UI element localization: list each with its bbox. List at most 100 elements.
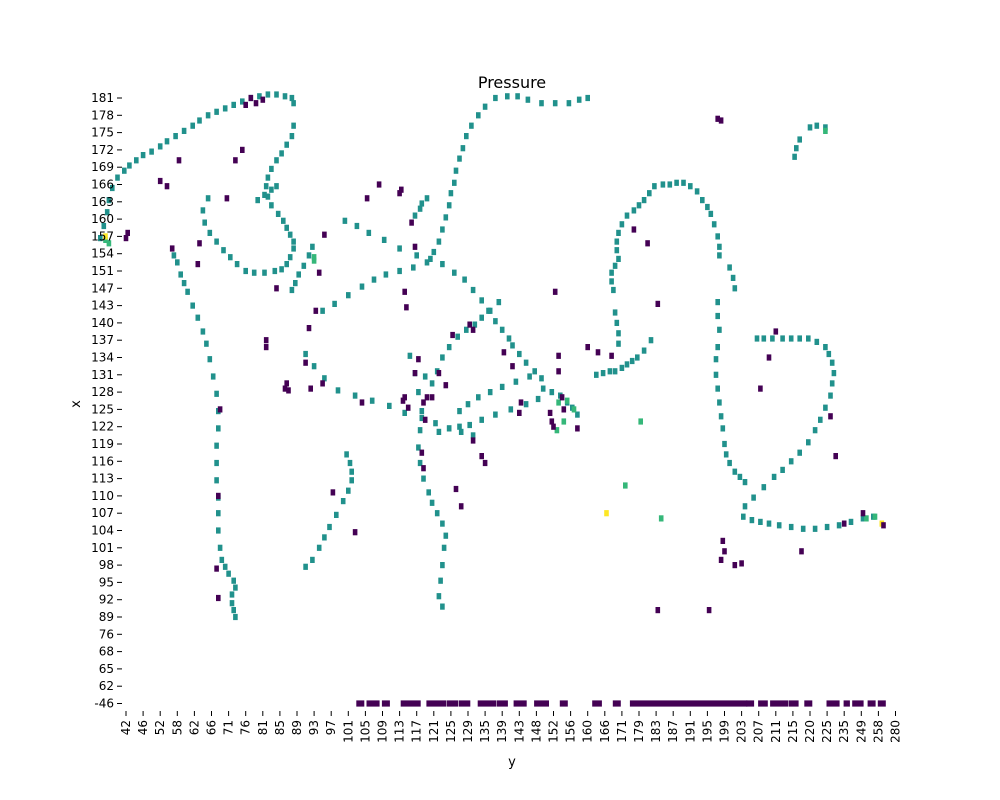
heatmap-cell xyxy=(201,207,206,213)
heatmap-cell xyxy=(780,467,785,473)
heatmap-cell xyxy=(488,308,493,314)
heatmap-cell xyxy=(466,401,471,407)
heatmap-cell xyxy=(197,240,202,246)
heatmap-cell xyxy=(411,264,416,270)
heatmap-cell xyxy=(230,591,235,597)
heatmap-cell xyxy=(777,522,782,528)
heatmap-cell xyxy=(421,476,426,482)
heatmap-cell xyxy=(384,271,389,277)
x-tick-label: 85 xyxy=(273,720,287,735)
heatmap-cell xyxy=(507,335,512,341)
heatmap-cell xyxy=(709,211,714,217)
heatmap-cell xyxy=(467,422,472,428)
x-tick-label: 187 xyxy=(666,720,680,743)
x-tick-label: 81 xyxy=(256,720,270,735)
heatmap-cell xyxy=(562,418,567,424)
heatmap-cell xyxy=(416,389,421,395)
heatmap-cell xyxy=(440,226,445,232)
heatmap-cell xyxy=(828,413,833,419)
heatmap-cell xyxy=(204,341,209,347)
heatmap-cell xyxy=(719,557,724,563)
heatmap-cell xyxy=(233,157,238,163)
y-tick-label: 147 xyxy=(91,281,114,295)
heatmap-cell xyxy=(514,379,519,385)
heatmap-cell xyxy=(274,157,279,163)
heatmap-cell-run xyxy=(852,700,863,706)
heatmap-cell xyxy=(317,270,322,276)
heatmap-cell xyxy=(695,188,700,194)
heatmap-cell xyxy=(291,123,296,129)
heatmap-cell xyxy=(715,386,720,392)
heatmap-cell xyxy=(715,299,720,305)
heatmap-cell xyxy=(218,406,223,412)
heatmap-cell xyxy=(430,380,435,386)
heatmap-cells xyxy=(98,91,886,706)
heatmap-cell xyxy=(861,510,866,516)
heatmap-cell xyxy=(556,368,561,374)
heatmap-cell-run xyxy=(746,700,754,706)
heatmap-cell-run xyxy=(592,700,602,706)
heatmap-cell xyxy=(421,465,426,471)
heatmap-cell xyxy=(615,320,620,326)
y-tick-label: 104 xyxy=(91,524,114,538)
heatmap-cell xyxy=(221,247,226,253)
heatmap-cell xyxy=(457,424,462,430)
heatmap-cell xyxy=(214,109,219,115)
heatmap-cell xyxy=(197,117,202,123)
y-tick-label: 160 xyxy=(91,212,114,226)
heatmap-cell xyxy=(479,453,484,459)
heatmap-cell xyxy=(806,335,811,341)
heatmap-cell xyxy=(190,123,195,129)
heatmap-cell xyxy=(235,261,240,267)
y-tick-label: 151 xyxy=(91,264,114,278)
heatmap-cell xyxy=(273,268,278,274)
heatmap-cell xyxy=(794,145,799,151)
heatmap-cell xyxy=(700,197,705,203)
heatmap-cell-run xyxy=(878,700,886,706)
heatmap-cell xyxy=(823,128,828,134)
heatmap-cell xyxy=(264,337,269,343)
heatmap-cell xyxy=(717,399,722,405)
heatmap-cell xyxy=(252,270,257,276)
heatmap-cell xyxy=(444,533,449,539)
heatmap-cell xyxy=(459,503,464,509)
heatmap-cell xyxy=(177,157,182,163)
heatmap-cell xyxy=(833,453,838,459)
heatmap-cell-run xyxy=(426,700,446,706)
heatmap-cell xyxy=(596,349,601,355)
heatmap-cell xyxy=(228,254,233,260)
heatmap-cell xyxy=(418,427,423,433)
heatmap-cell xyxy=(471,327,476,333)
heatmap-cell xyxy=(269,187,274,193)
y-axis-label: x xyxy=(69,400,84,408)
heatmap-cell xyxy=(649,337,654,343)
heatmap-cell xyxy=(767,354,772,360)
heatmap-cell xyxy=(493,95,498,101)
heatmap-cell xyxy=(479,297,484,303)
heatmap-cell xyxy=(623,482,628,488)
heatmap-cell xyxy=(214,566,219,572)
heatmap-cell xyxy=(281,218,286,224)
heatmap-cell xyxy=(134,157,139,163)
x-tick-label: 148 xyxy=(529,720,543,743)
heatmap-cell xyxy=(797,450,802,456)
heatmap-cell-run xyxy=(868,700,876,706)
y-tick-label: 143 xyxy=(91,299,114,313)
heatmap-cell xyxy=(483,104,488,110)
y-axis-ticks: 1811781751721691661631601571541511471431… xyxy=(91,91,122,711)
heatmap-cell xyxy=(173,133,178,139)
heatmap-cell xyxy=(642,348,647,354)
heatmap-cell xyxy=(469,123,474,129)
heatmap-cell xyxy=(519,399,524,405)
y-tick-label: 107 xyxy=(91,506,114,520)
heatmap-cell xyxy=(517,410,522,416)
heatmap-cell xyxy=(216,595,221,601)
heatmap-cell xyxy=(442,545,447,551)
heatmap-cell xyxy=(284,261,289,267)
heatmap-cell xyxy=(196,315,201,321)
heatmap-cell xyxy=(165,183,170,189)
heatmap-cell xyxy=(536,396,541,402)
heatmap-cell xyxy=(158,178,163,184)
heatmap-cell xyxy=(741,514,746,520)
heatmap-cell xyxy=(266,91,271,97)
